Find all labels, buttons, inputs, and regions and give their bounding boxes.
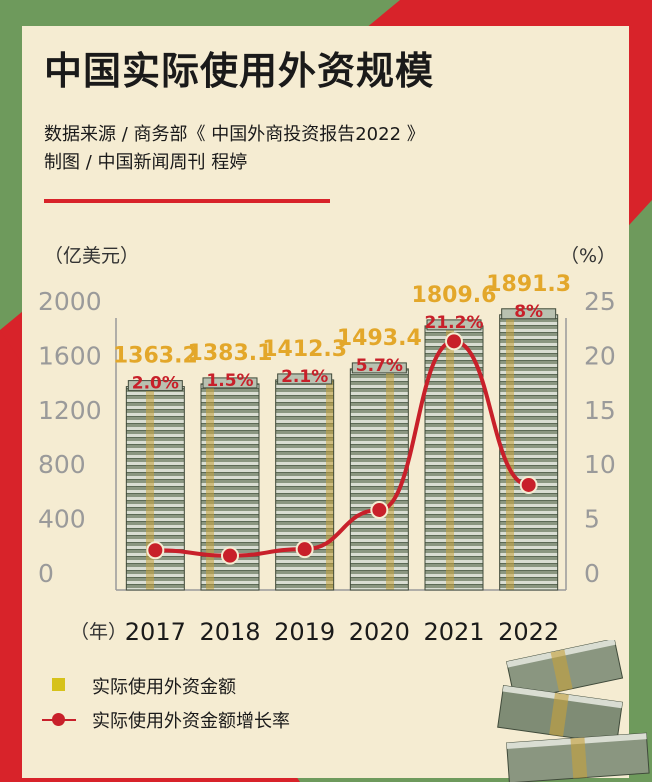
- bar-value-label: 1891.3: [486, 272, 571, 297]
- growth-rate-label: 8%: [514, 302, 543, 322]
- growth-point-2020: [370, 500, 389, 519]
- bar-2022: [499, 308, 559, 591]
- growth-point-2018: [221, 546, 239, 565]
- growth-point-2022: [519, 475, 538, 494]
- money-pile-icon: [497, 640, 650, 782]
- y-tick-label: 1600: [38, 341, 102, 370]
- bar-value-label: 1493.4: [337, 326, 422, 351]
- legend-line-label: 实际使用外资金额增长率: [92, 711, 290, 732]
- growth-rate-label: 21.2%: [425, 313, 484, 333]
- chart-title: 中国实际使用外资规模: [44, 49, 435, 93]
- bar-value-label: 1809.6: [412, 283, 497, 308]
- x-tick-label: 2020: [349, 618, 410, 646]
- legend-bar-swatch: [52, 678, 65, 691]
- y2-tick-label: 0: [584, 559, 600, 588]
- growth-point-2021: [445, 332, 463, 351]
- y-tick-label: 400: [38, 505, 86, 534]
- y2-tick-label: 20: [584, 341, 616, 370]
- x-tick-label: 2017: [125, 618, 186, 646]
- growth-rate-label: 5.7%: [356, 356, 403, 376]
- y-axis-title: （亿美元）: [44, 245, 139, 267]
- y-tick-label: 1200: [38, 396, 102, 425]
- x-tick-label: 2018: [199, 618, 260, 646]
- x-axis-title: （年）: [70, 621, 127, 643]
- growth-rate-label: 2.1%: [281, 367, 328, 387]
- growth-rate-labels: 2.0% 1.5% 2.1% 5.7% 21.2% 8%: [132, 302, 543, 394]
- y2-tick-label: 25: [584, 287, 616, 316]
- x-axis: （年）2017 2018 2019 2020 2021 2022: [70, 618, 559, 646]
- bar-value-label: 1412.3: [262, 337, 347, 362]
- growth-rate-label: 1.5%: [206, 371, 253, 391]
- bar-value-label: 1363.2: [113, 344, 198, 369]
- x-tick-label: 2021: [423, 618, 484, 646]
- y2-axis-title: （%）: [560, 245, 616, 267]
- x-tick-label: 2022: [498, 618, 559, 646]
- maker-line: 制图 / 中国新闻周刊 程婷: [44, 152, 248, 173]
- left-axis: （亿美元） 2000 1600 1200 800 400 0: [38, 245, 139, 588]
- y2-tick-label: 5: [584, 505, 600, 534]
- source-line: 数据来源 / 商务部《 中国外商投资报告2022 》: [44, 124, 425, 145]
- y-tick-label: 800: [38, 450, 86, 479]
- growth-point-2019: [295, 540, 314, 559]
- y2-tick-label: 15: [584, 396, 616, 425]
- bars: [125, 308, 559, 591]
- growth-line: [146, 332, 538, 565]
- y-tick-label: 0: [38, 559, 54, 588]
- growth-point-2017: [146, 541, 165, 560]
- legend-bar-label: 实际使用外资金额: [92, 677, 236, 698]
- x-tick-label: 2019: [274, 618, 335, 646]
- bar-value-label: 1383.1: [188, 341, 273, 366]
- bar-2020: [349, 362, 409, 591]
- right-axis: （%） 25 20 15 10 5 0: [115, 245, 616, 591]
- growth-rate-label: 2.0%: [132, 374, 179, 394]
- bar-2021: [424, 319, 484, 591]
- y2-tick-label: 10: [584, 450, 616, 479]
- y-tick-label: 2000: [38, 287, 102, 316]
- legend-line-dot: [52, 713, 65, 726]
- title-divider: [44, 199, 330, 203]
